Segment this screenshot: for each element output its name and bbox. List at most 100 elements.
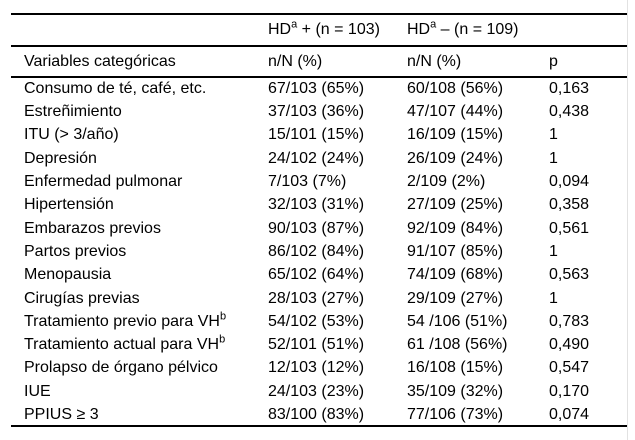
variable-label: PPIUS ≥ 3 — [24, 405, 99, 423]
hd-positive-value-cell: 54/102 (53%) — [268, 312, 365, 330]
variable-label: IUE — [24, 382, 51, 400]
hd-negative-value-cell: 54 /106 (51%) — [407, 312, 508, 330]
hd-positive-value-cell: 65/102 (64%) — [268, 266, 365, 284]
table-row: ITU (> 3/año) 15/101 (15%) 16/109 (15%) … — [11, 124, 627, 147]
hd-positive-value-cell: 67/103 (65%) — [268, 80, 365, 98]
variable-label: Tratamiento actual para VH — [24, 336, 220, 354]
hd-negative-value-cell: 74/109 (68%) — [407, 266, 504, 284]
figure-edge-line — [627, 0, 628, 440]
p-value-cell: 0,563 — [549, 266, 590, 284]
hd-negative-value-cell: 92/109 (84%) — [407, 219, 504, 237]
p-value-cell: 0,547 — [549, 359, 590, 377]
p-value-cell: 1 — [549, 126, 558, 144]
hd-positive-value-cell: 24/103 (23%) — [268, 382, 365, 400]
variable-label: Partos previos — [24, 242, 127, 260]
hd-negative-column-header: n/N (%) — [407, 52, 462, 70]
hd-positive-group-header: HDa + (n = 103) — [268, 14, 407, 46]
hd-positive-count: + (n = 103) — [297, 21, 380, 39]
p-value-cell: 1 — [549, 149, 558, 167]
hd-positive-value-cell: 90/103 (87%) — [268, 219, 365, 237]
variable-label: Consumo de té, café, etc. — [24, 80, 207, 98]
categorical-variables-table: HDa + (n = 103) HDa – (n = 109) Variable… — [11, 13, 627, 428]
table-row: Prolapso de órgano pélvico 12/103 (12%) … — [11, 357, 627, 380]
hd-positive-value-cell: 32/103 (31%) — [268, 196, 365, 214]
variables-column-header: Variables categóricas — [24, 52, 176, 70]
p-value-cell: 1 — [549, 242, 558, 260]
p-value-cell: 0,074 — [549, 405, 590, 423]
hd-positive-value-cell: 83/100 (83%) — [268, 405, 365, 423]
variable-cell: ITU (> 3/año) — [11, 124, 268, 147]
table-row: Enfermedad pulmonar 7/103 (7%) 2/109 (2%… — [11, 170, 627, 193]
hd-negative-label: HD — [407, 21, 431, 39]
p-value-cell: 0,358 — [549, 196, 590, 214]
variable-cell: Estreñimiento — [11, 100, 268, 123]
p-value-cell: 0,094 — [549, 173, 590, 191]
table-row: Cirugías previas 28/103 (27%) 29/109 (27… — [11, 287, 627, 310]
hd-positive-column-header: n/N (%) — [268, 52, 323, 70]
variable-cell: Enfermedad pulmonar — [11, 170, 268, 193]
table-row: Estreñimiento 37/103 (36%) 47/107 (44%) … — [11, 100, 627, 123]
hd-negative-value-cell: 2/109 (2%) — [407, 173, 486, 191]
table-row: Tratamiento actual para VHb 52/101 (51%)… — [11, 333, 627, 356]
variable-cell: Embarazos previos — [11, 217, 268, 240]
variable-cell: Tratamiento actual para VHb — [11, 333, 268, 356]
variable-label: Prolapso de órgano pélvico — [24, 359, 218, 377]
hd-positive-value-cell: 15/101 (15%) — [268, 126, 365, 144]
variable-cell: PPIUS ≥ 3 — [11, 403, 268, 426]
hd-negative-value-cell: 91/107 (85%) — [407, 242, 504, 260]
variable-label: Cirugías previas — [24, 289, 140, 307]
variable-footnote-marker: b — [219, 333, 226, 346]
p-column-header: p — [549, 52, 558, 70]
hd-positive-value-cell: 7/103 (7%) — [268, 173, 347, 191]
hd-positive-value-cell: 24/102 (24%) — [268, 149, 365, 167]
p-value-cell: 0,490 — [549, 336, 590, 354]
table-row: PPIUS ≥ 3 83/100 (83%) 77/106 (73%) 0,07… — [11, 403, 627, 426]
variable-label: Menopausia — [24, 266, 112, 284]
variable-label: Hipertensión — [24, 196, 114, 214]
table-row: IUE 24/103 (23%) 35/109 (32%) 0,170 — [11, 380, 627, 403]
variable-footnote-marker: b — [219, 310, 227, 323]
hd-negative-value-cell: 77/106 (73%) — [407, 405, 504, 423]
hd-negative-value-cell: 35/109 (32%) — [407, 382, 504, 400]
table-body: Consumo de té, café, etc. 67/103 (65%) 6… — [11, 77, 627, 426]
table-row: Embarazos previos 90/103 (87%) 92/109 (8… — [11, 217, 627, 240]
variable-cell: IUE — [11, 380, 268, 403]
p-value-cell: 0,783 — [549, 312, 590, 330]
p-value-cell: 0,561 — [549, 219, 590, 237]
hd-negative-value-cell: 60/108 (56%) — [407, 80, 504, 98]
variable-cell: Hipertensión — [11, 193, 268, 216]
variable-label: ITU (> 3/año) — [24, 126, 119, 144]
hd-negative-value-cell: 61 /108 (56%) — [407, 336, 508, 354]
hd-positive-value-cell: 37/103 (36%) — [268, 103, 365, 121]
table-row: Depresión 24/102 (24%) 26/109 (24%) 1 — [11, 147, 627, 170]
variable-label: Enfermedad pulmonar — [24, 173, 183, 191]
hd-positive-value-cell: 52/101 (51%) — [268, 336, 365, 354]
variable-cell: Consumo de té, café, etc. — [11, 77, 268, 100]
hd-positive-value-cell: 86/102 (84%) — [268, 242, 365, 260]
hd-positive-label: HD — [268, 21, 292, 39]
hd-negative-value-cell: 29/109 (27%) — [407, 289, 504, 307]
hd-negative-value-cell: 27/109 (25%) — [407, 196, 504, 214]
variable-label: Depresión — [24, 149, 97, 167]
hd-positive-footnote-marker: a — [291, 18, 298, 31]
p-value-cell: 0,170 — [549, 382, 590, 400]
variable-label: Estreñimiento — [24, 103, 122, 121]
variable-cell: Prolapso de órgano pélvico — [11, 357, 268, 380]
table-row: Menopausia 65/102 (64%) 74/109 (68%) 0,5… — [11, 263, 627, 286]
hd-negative-count: – (n = 109) — [436, 21, 519, 39]
group-header-row: HDa + (n = 103) HDa – (n = 109) — [11, 14, 627, 46]
hd-negative-value-cell: 47/107 (44%) — [407, 103, 504, 121]
hd-negative-value-cell: 26/109 (24%) — [407, 149, 504, 167]
variable-cell: Menopausia — [11, 263, 268, 286]
variable-cell: Cirugías previas — [11, 287, 268, 310]
variable-cell: Partos previos — [11, 240, 268, 263]
hd-negative-value-cell: 16/108 (15%) — [407, 359, 504, 377]
table-row: Hipertensión 32/103 (31%) 27/109 (25%) 0… — [11, 193, 627, 216]
variable-cell: Tratamiento previo para VHb — [11, 310, 268, 333]
group-header-empty-p-cell — [549, 14, 627, 46]
column-header-row: Variables categóricas n/N (%) n/N (%) p — [11, 46, 627, 77]
p-value-cell: 0,163 — [549, 80, 590, 98]
hd-negative-footnote-marker: a — [430, 18, 437, 31]
table-row: Tratamiento previo para VHb 54/102 (53%)… — [11, 310, 627, 333]
